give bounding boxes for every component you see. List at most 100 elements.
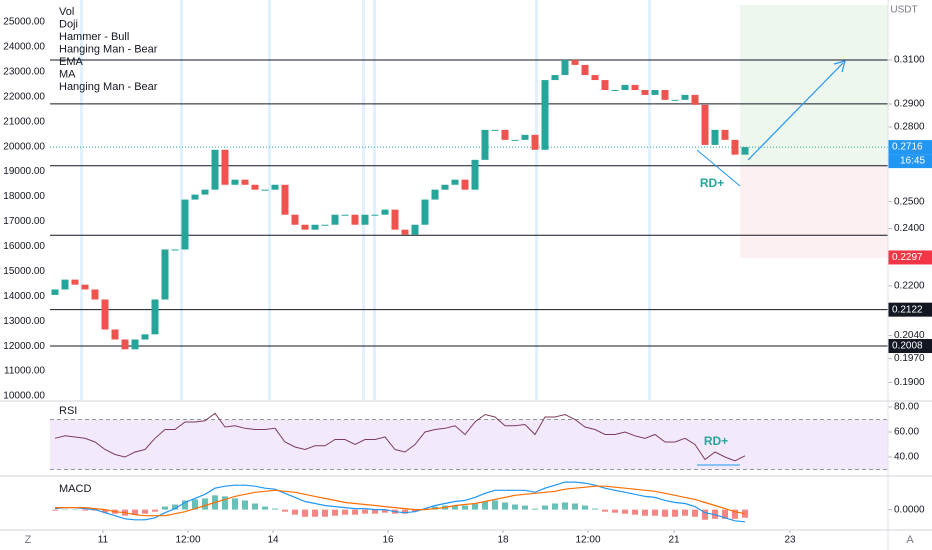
- histogram-bar: [652, 509, 658, 516]
- histogram-bar: [292, 509, 298, 515]
- candle: [421, 199, 429, 225]
- candle: [121, 339, 129, 350]
- histogram-bar: [352, 509, 358, 515]
- price-label-box: [888, 339, 932, 354]
- auto-scale-button[interactable]: A: [906, 534, 914, 546]
- candle: [581, 64, 589, 76]
- histogram-bar: [492, 500, 498, 510]
- histogram-bar: [672, 509, 678, 517]
- histogram-bar: [642, 509, 648, 516]
- zoom-button[interactable]: Z: [25, 534, 32, 546]
- candle: [261, 189, 269, 191]
- candle: [621, 84, 629, 90]
- histogram-bar: [342, 509, 348, 515]
- legend-entry: Hanging Man - Bear: [59, 43, 158, 55]
- candle: [411, 224, 419, 235]
- y-tick-label: 0.2800: [894, 122, 925, 133]
- x-tick-label: 14: [267, 535, 279, 546]
- x-tick-label: 11: [98, 535, 109, 546]
- candle: [731, 139, 739, 155]
- x-tick-label: 23: [784, 535, 796, 546]
- histogram-bar: [682, 509, 688, 516]
- candle: [511, 139, 519, 141]
- rsi-band: [50, 419, 888, 470]
- candle: [171, 249, 179, 251]
- candle: [361, 214, 369, 225]
- candle: [681, 94, 689, 100]
- histogram-bar: [52, 509, 58, 511]
- candle: [461, 179, 469, 190]
- price-label: 0.2716: [892, 142, 923, 153]
- histogram-bar: [332, 509, 338, 516]
- histogram-bar: [572, 503, 578, 510]
- candle: [521, 134, 529, 140]
- signal-line: [55, 485, 746, 517]
- candle: [431, 189, 439, 200]
- legend-entry: EMA: [59, 56, 84, 68]
- histogram-bar: [582, 505, 588, 510]
- left-tick-label: 19000.00: [3, 166, 45, 177]
- candle: [151, 299, 159, 335]
- histogram-bar: [532, 508, 538, 510]
- price-label-box: [888, 140, 932, 155]
- legend-entry: Hammer - Bull: [59, 31, 129, 43]
- candle: [471, 159, 479, 190]
- pane-title: MACD: [59, 483, 91, 495]
- histogram-bar: [482, 501, 488, 510]
- left-tick-label: 16000.00: [3, 241, 45, 252]
- candle: [611, 89, 619, 91]
- y-tick-label: 0.0000: [894, 504, 925, 515]
- histogram-bar: [322, 509, 328, 517]
- countdown: 16:45: [900, 156, 925, 167]
- histogram-bar: [272, 508, 278, 510]
- candle: [671, 99, 679, 101]
- annotation: RD+: [704, 434, 728, 448]
- x-tick-label: 16: [382, 535, 394, 546]
- price-label-box: [888, 302, 932, 317]
- histogram-bar: [372, 509, 378, 514]
- left-tick-label: 11000.00: [4, 366, 45, 377]
- candle: [591, 75, 599, 81]
- highlight: [373, 0, 376, 400]
- histogram-bar: [692, 509, 698, 517]
- highlight: [362, 0, 365, 400]
- y-tick-label: 60.00: [894, 427, 919, 438]
- y-tick-label: 0.1970: [894, 353, 925, 364]
- legend-entry: Doji: [59, 18, 78, 30]
- histogram-bar: [622, 509, 628, 514]
- highlight: [80, 0, 83, 400]
- candle: [301, 224, 309, 230]
- x-tick-label: 21: [668, 535, 680, 546]
- candle: [401, 229, 409, 235]
- candle: [711, 129, 719, 145]
- candle: [111, 329, 119, 340]
- y-tick-label: 0.2500: [894, 196, 925, 207]
- candle: [371, 214, 379, 216]
- divergence-line: [696, 149, 741, 187]
- countdown-box: [888, 154, 932, 169]
- histogram-bar: [262, 506, 268, 510]
- left-tick-label: 25000.00: [3, 17, 45, 28]
- histogram-bar: [232, 498, 238, 510]
- histogram-bar: [142, 509, 148, 514]
- histogram-bar: [552, 503, 558, 510]
- candle: [191, 194, 199, 200]
- histogram-bar: [72, 509, 78, 511]
- price-label: 0.2297: [892, 252, 923, 263]
- histogram-bar: [502, 502, 508, 510]
- histogram-bar: [402, 509, 408, 514]
- highlight: [535, 0, 538, 400]
- y-tick-label: 0.1900: [894, 377, 925, 388]
- histogram-bar: [542, 505, 548, 510]
- histogram-bar: [452, 505, 458, 510]
- y-tick-label: 40.00: [894, 452, 919, 463]
- candle: [351, 214, 359, 225]
- annotation: RD+: [700, 176, 724, 190]
- y-tick-label: 0.2200: [894, 281, 925, 292]
- candle: [91, 289, 99, 300]
- candle: [201, 189, 209, 195]
- histogram-bar: [612, 509, 618, 513]
- candle: [641, 89, 649, 95]
- candle: [281, 184, 289, 215]
